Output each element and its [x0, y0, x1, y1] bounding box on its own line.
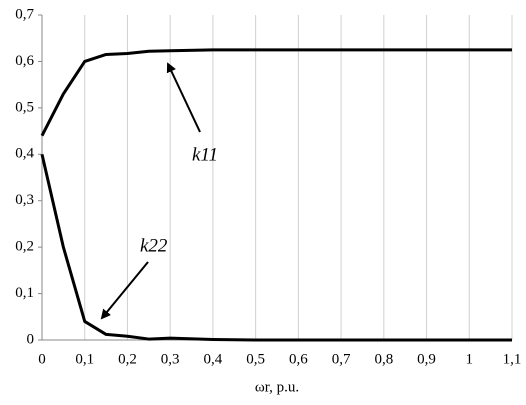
- arrow: [100, 261, 149, 320]
- x-tick-label: 1: [466, 351, 474, 367]
- y-tick-label: 0,5: [15, 99, 34, 115]
- annotation: k22: [140, 235, 168, 256]
- x-tick-label: 0,2: [118, 351, 137, 367]
- series-line: [40, 48, 512, 137]
- annotation: k11: [192, 144, 218, 165]
- x-tick-label: 0,3: [161, 351, 180, 367]
- x-tick-label: 1,1: [503, 351, 522, 367]
- y-tick-label: 0,3: [15, 192, 34, 208]
- x-tick-label: 0,1: [75, 351, 94, 367]
- y-tick-label: 0,2: [15, 239, 34, 255]
- x-tick-label: 0,9: [417, 351, 436, 367]
- y-tick-label: 0,1: [15, 285, 34, 301]
- y-tick-label: 0,7: [15, 6, 34, 22]
- y-tick-label: 0: [27, 331, 35, 347]
- x-tick-label: 0,5: [246, 351, 265, 367]
- x-tick-label: 0: [38, 351, 46, 367]
- x-tick-label: 0,6: [289, 351, 308, 367]
- x-tick-label: 0,4: [204, 351, 223, 367]
- series-line: [40, 153, 512, 342]
- x-tick-label: 0,8: [374, 351, 393, 367]
- y-tick-label: 0,4: [15, 146, 34, 162]
- y-tick-label: 0,6: [15, 53, 34, 69]
- x-axis-label: ωr, p.u.: [255, 379, 299, 395]
- x-tick-label: 0,7: [332, 351, 351, 367]
- plot-area: 0 0,1 0,2 0,3 0,4 0,5 0,6 0,7 0,8 0,9 1 1,1 0 0,1 0,2 0…: [15, 6, 521, 367]
- arrow: [166, 62, 201, 133]
